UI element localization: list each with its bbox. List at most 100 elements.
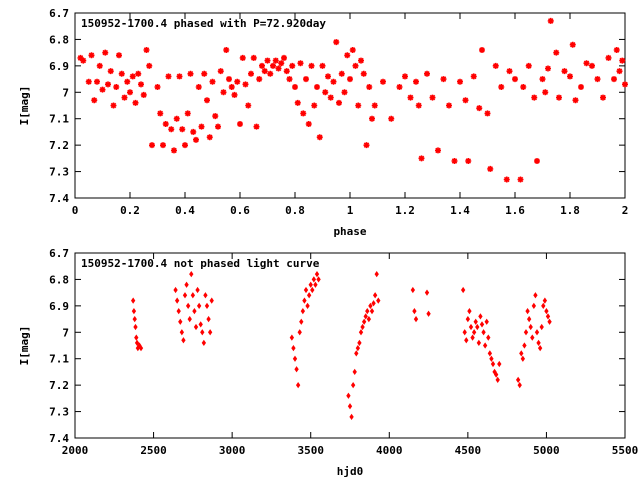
data-point xyxy=(522,342,527,349)
data-point xyxy=(173,286,178,294)
data-point xyxy=(314,84,320,90)
y-tick-label: 7.3 xyxy=(49,406,69,419)
data-point xyxy=(478,313,483,320)
data-point xyxy=(292,355,298,362)
data-point xyxy=(619,57,626,64)
data-point xyxy=(77,54,84,61)
x-tick-label: 0 xyxy=(72,204,79,217)
data-point xyxy=(479,47,485,53)
data-point xyxy=(376,297,381,304)
data-point xyxy=(531,302,537,309)
data-point xyxy=(611,76,617,83)
data-point xyxy=(176,308,181,315)
data-point xyxy=(295,382,301,389)
y-tick-label: 6.7 xyxy=(49,7,69,20)
data-point xyxy=(498,84,505,90)
data-point xyxy=(357,339,362,346)
data-point xyxy=(369,308,375,315)
data-point xyxy=(471,329,477,336)
data-point xyxy=(302,297,307,304)
data-point xyxy=(473,318,478,325)
data-point xyxy=(110,102,117,109)
x-tick-label: 5000 xyxy=(533,444,560,457)
data-point xyxy=(286,76,293,83)
data-point xyxy=(492,62,499,69)
data-point xyxy=(547,17,554,24)
data-point xyxy=(534,158,540,164)
data-point xyxy=(256,76,263,83)
data-point xyxy=(435,147,441,154)
data-point xyxy=(371,102,378,109)
data-point xyxy=(583,60,590,67)
data-point xyxy=(176,73,183,80)
data-point xyxy=(319,62,326,69)
data-point xyxy=(545,65,551,72)
data-point xyxy=(418,155,425,162)
data-point xyxy=(534,329,540,336)
data-point xyxy=(465,315,471,323)
data-point xyxy=(283,68,290,75)
y-tick-label: 7 xyxy=(62,326,69,339)
plot-frame xyxy=(74,252,626,439)
data-point xyxy=(138,345,144,352)
data-point xyxy=(134,334,139,341)
y-tick-label: 7.1 xyxy=(49,353,69,366)
unphased-light-curve-panel: 2000 2500 3000 3500 4000 4500 5000 5500 6.7 6.8 6.… xyxy=(18,247,638,478)
data-point xyxy=(231,91,238,98)
data-point xyxy=(465,158,472,164)
data-point xyxy=(88,52,95,59)
data-point xyxy=(178,318,183,325)
data-point xyxy=(528,323,533,331)
data-point xyxy=(355,345,361,352)
data-point xyxy=(303,76,309,83)
data-point xyxy=(250,54,257,61)
data-point xyxy=(470,73,477,80)
x-tick-label: 1.8 xyxy=(560,204,580,217)
data-point xyxy=(520,355,526,362)
data-point xyxy=(506,68,513,75)
data-point xyxy=(363,313,368,320)
data-point xyxy=(195,84,202,90)
data-point xyxy=(149,142,155,149)
data-point xyxy=(310,286,315,294)
data-point xyxy=(261,68,268,75)
data-point xyxy=(424,289,430,296)
data-point xyxy=(96,62,103,69)
data-point xyxy=(289,62,296,69)
data-point xyxy=(311,102,318,109)
data-point xyxy=(358,57,364,64)
data-point xyxy=(121,94,128,101)
data-point xyxy=(270,62,276,69)
data-point xyxy=(182,292,188,299)
data-point xyxy=(520,84,527,90)
data-point xyxy=(223,47,230,53)
data-point xyxy=(594,76,601,83)
y-tick-label: 7.4 xyxy=(49,192,69,205)
data-point xyxy=(306,292,312,299)
data-point xyxy=(303,286,309,294)
x-tick-label: 0.4 xyxy=(175,204,195,217)
y-tick-label: 7.4 xyxy=(49,432,69,445)
data-point xyxy=(347,403,353,410)
data-point xyxy=(193,323,199,331)
data-point xyxy=(322,89,329,96)
x-tick-label: 5500 xyxy=(612,444,639,457)
data-point xyxy=(366,315,372,323)
x-tick-label: 4000 xyxy=(376,444,403,457)
data-point xyxy=(424,70,430,77)
y-tick-label: 6.8 xyxy=(49,33,69,46)
data-point xyxy=(484,318,489,325)
data-point xyxy=(157,110,164,117)
data-point xyxy=(297,60,304,67)
data-point xyxy=(358,329,364,336)
data-point xyxy=(347,76,353,83)
data-point xyxy=(305,121,312,127)
data-point xyxy=(94,78,100,85)
x-tick-label: 2500 xyxy=(140,444,167,457)
data-point xyxy=(185,302,191,309)
data-point xyxy=(616,68,623,75)
data-point xyxy=(198,123,205,130)
data-point xyxy=(278,60,285,67)
data-point xyxy=(305,302,310,309)
